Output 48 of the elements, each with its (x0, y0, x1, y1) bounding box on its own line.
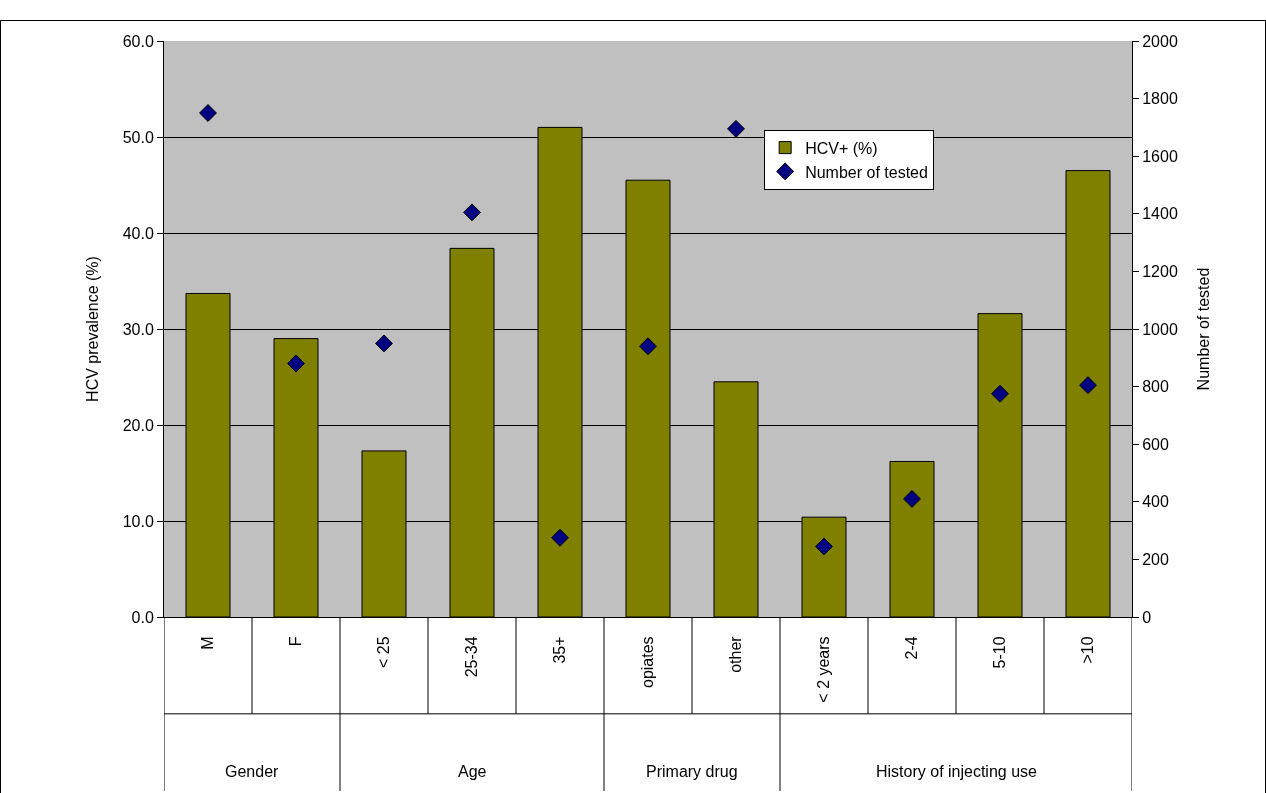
y-axis-title: HCV prevalence (%) (83, 256, 101, 402)
x-tick-label: 5-10 (991, 636, 1009, 669)
y2-tick-label: 800 (1142, 378, 1169, 396)
point (727, 119, 745, 138)
y2-axis-title: Number of tested (1194, 267, 1212, 391)
point (375, 334, 393, 353)
y-tick-label: 30.0 (122, 320, 154, 338)
y-tick-label: 10.0 (122, 512, 154, 530)
y-tick-label: 20.0 (122, 416, 154, 434)
y2-tick-label: 1600 (1142, 147, 1178, 165)
y-tick-label: 50.0 (122, 128, 154, 146)
text: History of injecting use (876, 763, 1038, 780)
x-tick-label: opiates (639, 636, 657, 688)
point (639, 337, 657, 356)
x-tick-label: F (287, 636, 305, 647)
x-tick-label: < 25 (375, 636, 393, 668)
legend-label: HCV+ (%) (805, 139, 878, 157)
y2-tick-label: 600 (1142, 435, 1169, 453)
point (463, 203, 481, 222)
y2-tick-label: 1200 (1142, 263, 1178, 280)
text: Primary drug (646, 763, 738, 780)
point (903, 489, 921, 508)
y-tick-label: 60.0 (122, 32, 154, 50)
point (551, 528, 569, 547)
legend-label: Number of tested (805, 163, 928, 181)
point (815, 537, 833, 556)
point (287, 354, 305, 373)
y-tick-label: 40.0 (122, 224, 154, 242)
x-tick-label: 35+ (551, 636, 569, 664)
x-tick-label: 2-4 (903, 636, 921, 660)
x-tick-label: >10 (1079, 636, 1097, 664)
x-tick-label: other (727, 635, 745, 673)
text: Gender (225, 763, 280, 780)
y-tick-label: 0.0 (131, 608, 154, 626)
y2-tick-label: 0 (1142, 608, 1152, 626)
y2-tick-label: 1000 (1142, 320, 1178, 338)
x-tick-label: 25-34 (463, 636, 481, 678)
y2-tick-label: 200 (1142, 551, 1169, 568)
text: Age (458, 763, 487, 780)
y2-tick-label: 1400 (1142, 205, 1178, 223)
x-tick-label: M (199, 636, 217, 650)
y2-tick-label: 2000 (1142, 32, 1178, 50)
point (1079, 376, 1097, 395)
y2-tick-label: 1800 (1142, 90, 1178, 108)
point (199, 104, 217, 122)
x-tick-label: < 2 years (815, 636, 833, 703)
point (991, 384, 1009, 403)
y2-tick-label: 400 (1142, 493, 1169, 511)
